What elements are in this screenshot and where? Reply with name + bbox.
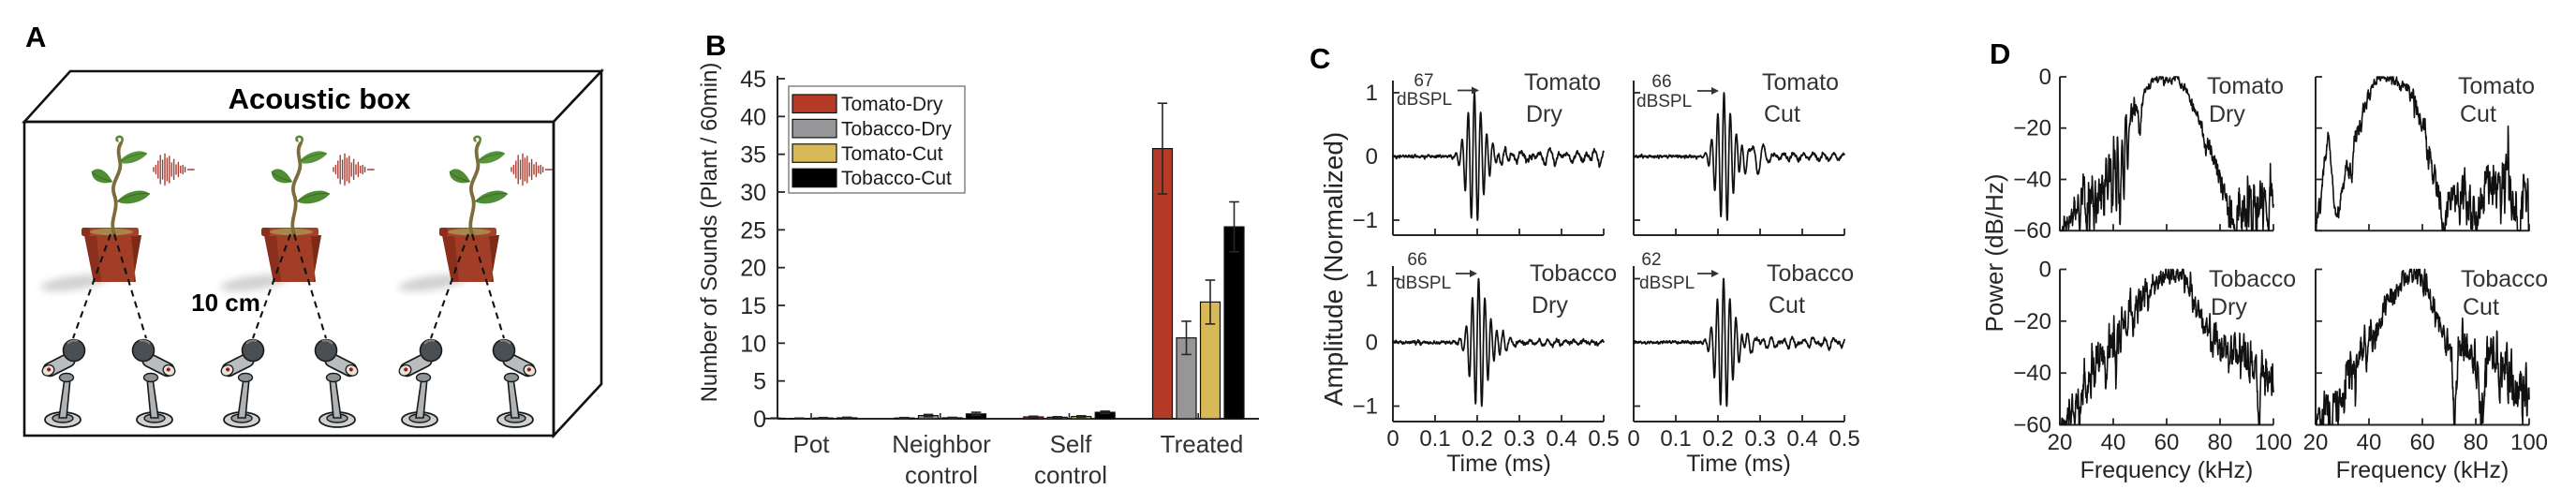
- svg-text:Acoustic box: Acoustic box: [229, 82, 411, 115]
- svg-text:−20: −20: [2013, 116, 2051, 141]
- svg-text:20: 20: [740, 256, 766, 282]
- svg-text:−1: −1: [1353, 394, 1378, 420]
- svg-text:0: 0: [753, 407, 766, 433]
- svg-text:25: 25: [740, 217, 766, 244]
- svg-text:1: 1: [1366, 267, 1378, 292]
- svg-text:Tobacco: Tobacco: [2209, 266, 2296, 292]
- svg-text:Dry: Dry: [1526, 101, 1562, 127]
- svg-text:0: 0: [1386, 426, 1399, 452]
- svg-text:40: 40: [740, 104, 766, 130]
- svg-text:0: 0: [2039, 65, 2051, 90]
- svg-text:Time (ms): Time (ms): [1686, 451, 1791, 477]
- svg-text:0.4: 0.4: [1546, 426, 1577, 452]
- svg-text:Power (dB/Hz): Power (dB/Hz): [1980, 173, 2008, 332]
- svg-text:0.1: 0.1: [1660, 426, 1691, 452]
- svg-text:dBSPL: dBSPL: [1397, 90, 1452, 110]
- svg-text:0.4: 0.4: [1786, 426, 1817, 452]
- svg-text:35: 35: [740, 142, 766, 169]
- svg-text:Number of Sounds (Plant / 60mi: Number of Sounds (Plant / 60min): [697, 63, 722, 403]
- svg-text:0: 0: [1366, 144, 1378, 170]
- svg-text:0: 0: [1627, 426, 1639, 452]
- svg-text:10 cm: 10 cm: [191, 289, 260, 317]
- svg-text:Tobacco-Cut: Tobacco-Cut: [841, 168, 952, 189]
- svg-text:Cut: Cut: [1764, 101, 1800, 127]
- svg-text:Dry: Dry: [2211, 294, 2247, 320]
- svg-text:1: 1: [1366, 81, 1378, 106]
- svg-text:−40: −40: [2013, 168, 2051, 193]
- svg-text:C: C: [1310, 42, 1330, 75]
- svg-text:30: 30: [740, 180, 766, 206]
- svg-text:D: D: [1990, 37, 2010, 70]
- svg-text:Cut: Cut: [2463, 294, 2499, 320]
- svg-text:0.2: 0.2: [1461, 426, 1492, 452]
- svg-text:dBSPL: dBSPL: [1639, 274, 1695, 293]
- svg-text:0.5: 0.5: [1588, 426, 1619, 452]
- svg-text:15: 15: [740, 293, 766, 319]
- svg-text:40: 40: [2101, 430, 2126, 455]
- svg-text:A: A: [25, 21, 46, 53]
- svg-text:Dry: Dry: [1532, 292, 1568, 319]
- svg-text:0.1: 0.1: [1419, 426, 1450, 452]
- svg-text:dBSPL: dBSPL: [1396, 274, 1451, 293]
- svg-text:0.5: 0.5: [1828, 426, 1859, 452]
- svg-text:0: 0: [2039, 258, 2051, 283]
- svg-text:100: 100: [2510, 430, 2548, 455]
- svg-text:Time (ms): Time (ms): [1446, 451, 1551, 477]
- svg-text:Treated: Treated: [1161, 430, 1244, 458]
- svg-text:100: 100: [2255, 430, 2292, 455]
- svg-text:66: 66: [1651, 72, 1671, 92]
- svg-text:B: B: [705, 29, 726, 62]
- svg-text:−1: −1: [1353, 208, 1378, 233]
- svg-text:60: 60: [2154, 430, 2180, 455]
- svg-text:Tomato: Tomato: [1524, 69, 1601, 96]
- svg-text:Tobacco: Tobacco: [1530, 260, 1617, 287]
- svg-text:66: 66: [1407, 250, 1427, 270]
- svg-text:Tobacco: Tobacco: [2461, 266, 2548, 292]
- svg-text:Pot: Pot: [792, 430, 830, 458]
- svg-text:Tomato: Tomato: [2458, 73, 2535, 99]
- svg-text:10: 10: [740, 331, 766, 357]
- svg-text:80: 80: [2464, 430, 2489, 455]
- svg-text:dBSPL: dBSPL: [1636, 92, 1692, 111]
- svg-text:Frequency (kHz): Frequency (kHz): [2080, 457, 2254, 483]
- svg-text:67: 67: [1414, 71, 1433, 91]
- svg-text:Neighbor: Neighbor: [892, 430, 991, 458]
- svg-text:Dry: Dry: [2209, 101, 2245, 127]
- svg-text:45: 45: [740, 67, 766, 93]
- svg-text:60: 60: [2410, 430, 2435, 455]
- svg-text:0.3: 0.3: [1503, 426, 1534, 452]
- svg-text:Frequency (kHz): Frequency (kHz): [2336, 457, 2509, 483]
- svg-text:−40: −40: [2013, 361, 2051, 386]
- svg-text:0: 0: [1366, 331, 1378, 356]
- svg-text:−20: −20: [2013, 309, 2051, 334]
- svg-text:Cut: Cut: [1769, 292, 1805, 319]
- svg-text:20: 20: [2303, 430, 2329, 455]
- svg-text:−60: −60: [2013, 218, 2051, 244]
- svg-text:5: 5: [753, 369, 766, 395]
- svg-text:control: control: [1034, 461, 1107, 489]
- svg-text:Tomato: Tomato: [2207, 73, 2284, 99]
- svg-text:−60: −60: [2013, 413, 2051, 438]
- svg-text:62: 62: [1641, 250, 1661, 270]
- svg-text:20: 20: [2048, 430, 2073, 455]
- svg-text:80: 80: [2208, 430, 2233, 455]
- svg-text:Self: Self: [1050, 430, 1093, 458]
- svg-text:Tomato-Cut: Tomato-Cut: [841, 143, 943, 165]
- svg-text:Tobacco: Tobacco: [1767, 260, 1854, 287]
- svg-text:Tobacco-Dry: Tobacco-Dry: [841, 118, 952, 140]
- svg-text:Tomato-Dry: Tomato-Dry: [841, 94, 943, 115]
- svg-text:Cut: Cut: [2460, 101, 2496, 127]
- svg-text:control: control: [905, 461, 978, 489]
- svg-text:Tomato: Tomato: [1762, 69, 1839, 96]
- svg-text:0.3: 0.3: [1744, 426, 1775, 452]
- svg-text:Amplitude (Normalized): Amplitude (Normalized): [1319, 132, 1348, 407]
- svg-text:40: 40: [2357, 430, 2382, 455]
- svg-text:0.2: 0.2: [1702, 426, 1733, 452]
